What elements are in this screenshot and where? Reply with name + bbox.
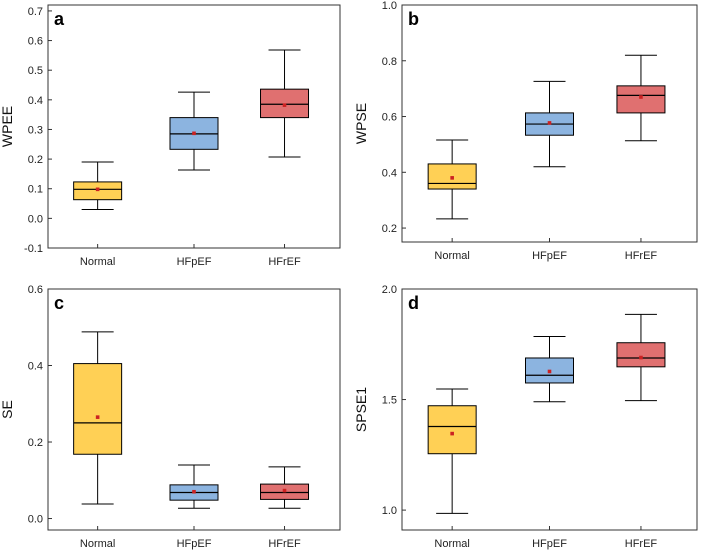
y-axis-label: WPSE [353,103,369,144]
y-axis-label: SE [0,400,15,419]
x-tick-label: HFpEF [177,256,212,268]
panel-c-se: 0.0 0.2 0.4 0.6 SE c Normal HFpEF HFrEF [0,284,341,550]
y-tick-label: 0.1 [28,184,43,196]
y-tick-label: 0.4 [28,361,43,373]
y-axis-label: WPEE [0,106,15,147]
y-tick-label: 0.0 [28,213,43,225]
mean-marker [192,131,196,136]
box-normal [427,388,477,514]
box-iqr [427,405,477,455]
panel-d-spse1: 1.0 1.5 2.0 SPSE1 d Normal HFpEF HFrEF [353,284,698,550]
y-axis-label: SPSE1 [353,387,369,432]
panel-letter: b [408,9,419,29]
panel-letter: a [54,9,65,29]
x-tick-label: HFrEF [268,256,301,268]
mean-marker [95,187,100,192]
box-iqr [616,85,666,114]
mean-marker [192,489,196,494]
box-normal [73,161,123,210]
box-hfpef [169,91,219,171]
box-hfpef [169,464,219,509]
y-tick-label: 1.0 [382,505,397,517]
y-tick-label: 0.0 [28,514,43,526]
mean-marker [450,431,454,436]
y-tick-label: 0.7 [28,6,43,18]
mean-marker [639,355,643,360]
box-hfref [616,313,666,402]
mean-marker [639,95,643,99]
y-tick-label: 0.2 [382,223,397,235]
mean-marker [282,488,287,493]
box-hfref [260,466,310,509]
box-hfpef [525,80,574,168]
y-tick-label: 0.4 [28,95,43,107]
x-tick-label: Normal [434,538,469,550]
y-tick-label: 1.5 [382,395,397,407]
panel-a-wpee: -0.1 0.0 0.1 0.2 0.3 0.4 0.5 0.6 0.7 WPEE a Normal H… [0,4,341,268]
panel-b-wpse: 0.2 0.4 0.6 0.8 1.0 WPSE b Normal HFpEF HFrEF [353,0,698,262]
mean-marker [282,103,287,107]
x-tick-label: HFrEF [625,250,658,262]
y-tick-label: 0.2 [28,154,43,166]
mean-marker [450,176,454,180]
y-tick-label: 0.3 [28,124,43,136]
y-tick-label: 0.6 [28,36,43,48]
panel-letter: c [54,293,64,313]
x-tick-label: Normal [80,256,115,268]
y-tick-label: 0.6 [28,284,43,296]
y-tick-label: -0.1 [24,243,43,255]
x-tick-label: HFpEF [177,538,212,550]
mean-marker [547,369,552,374]
box-hfref [260,49,310,158]
y-tick-label: 0.8 [382,56,397,68]
mean-marker [547,121,552,125]
box-iqr [616,342,666,368]
y-tick-label: 2.0 [382,284,397,296]
y-tick-label: 0.6 [382,112,397,124]
y-tick-label: 0.5 [28,65,43,77]
x-tick-label: HFrEF [268,538,301,550]
y-tick-label: 0.2 [28,437,43,449]
x-tick-label: Normal [80,538,115,550]
x-tick-label: HFpEF [532,250,567,262]
box-iqr [73,363,123,455]
mean-marker [95,415,100,419]
x-tick-label: HFrEF [625,538,658,550]
box-normal [73,331,123,505]
box-hfref [616,54,666,142]
x-tick-label: HFpEF [532,538,567,550]
box-hfpef [525,336,574,403]
y-tick-label: 0.4 [382,167,397,179]
y-tick-label: 1.0 [382,0,397,12]
panel-letter: d [408,293,419,313]
x-tick-label: Normal [434,250,469,262]
box-normal [427,139,477,220]
